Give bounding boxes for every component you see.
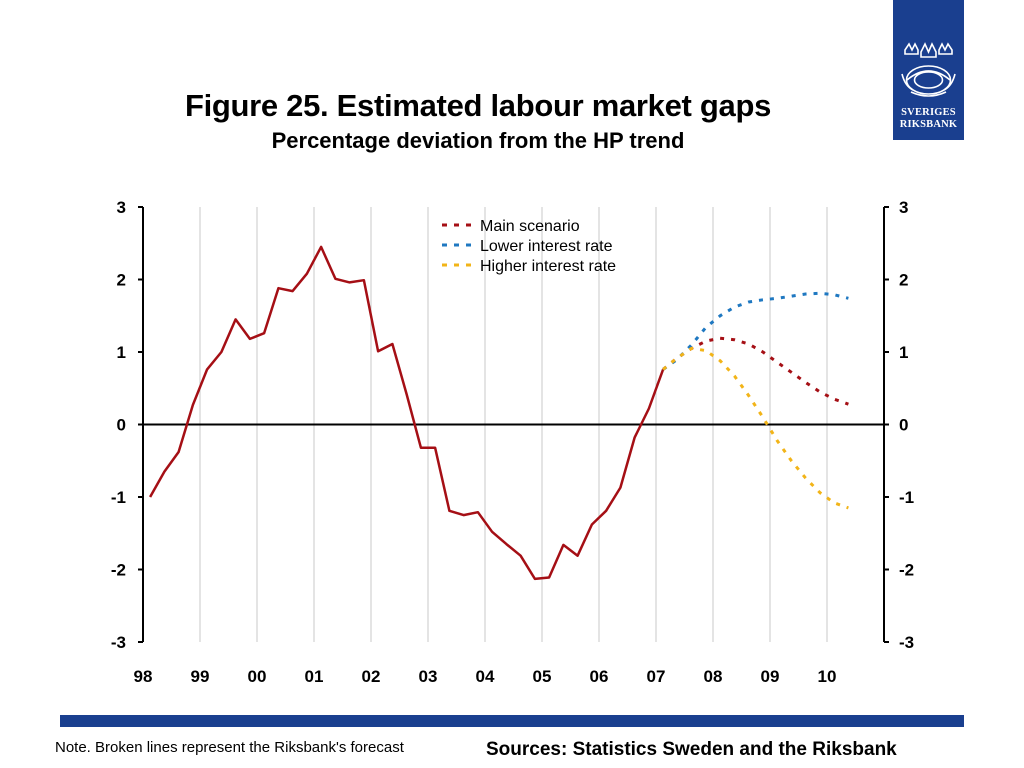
- footnote: Note. Broken lines represent the Riksban…: [55, 739, 404, 756]
- y-tick-label-right: 1: [899, 343, 908, 362]
- x-tick-label: 04: [476, 667, 495, 686]
- x-tick-label: 06: [590, 667, 609, 686]
- y-tick-label-right: 3: [899, 198, 908, 217]
- x-tick-label: 05: [533, 667, 552, 686]
- x-tick-label: 00: [248, 667, 267, 686]
- bottom-bar: [60, 715, 964, 727]
- crown-seal-icon: [901, 42, 956, 97]
- x-tick-label: 01: [305, 667, 324, 686]
- y-tick-label-left: 1: [117, 343, 126, 362]
- chart-title: Figure 25. Estimated labour market gaps: [184, 88, 772, 123]
- x-tick-label: 07: [647, 667, 666, 686]
- y-tick-label-left: 3: [117, 198, 126, 217]
- y-tick-label-left: -1: [111, 488, 126, 507]
- series-main-scenario: [662, 336, 849, 406]
- y-tick-label-right: 2: [899, 271, 908, 290]
- y-tick-label-right: -1: [899, 488, 914, 507]
- x-tick-label: 10: [818, 667, 837, 686]
- series-higher-interest-rate: [662, 346, 849, 510]
- x-tick-label: 08: [704, 667, 723, 686]
- chart: 3 32 21 10 0-1 -1-2 -2-3 -398 99 00 01 02 03 04 05 06 07…: [111, 198, 914, 686]
- logo-line-1: SVERIGES: [901, 107, 956, 118]
- legend-label: Lower interest rate: [480, 238, 613, 255]
- x-tick-label: 03: [419, 667, 438, 686]
- y-tick-label-right: -2: [899, 561, 914, 580]
- chart-subtitle: Percentage deviation from the HP trend: [271, 128, 685, 153]
- riksbank-logo: SVERIGES RIKSBANK: [893, 0, 964, 140]
- series-lower-interest-rate: [662, 291, 849, 371]
- logo-line-2: RIKSBANK: [899, 119, 958, 130]
- x-tick-label: 99: [191, 667, 210, 686]
- y-tick-label-right: 0: [899, 416, 908, 435]
- y-tick-label-left: 2: [117, 271, 126, 290]
- y-tick-label-left: -3: [111, 633, 126, 652]
- y-tick-label-left: 0: [117, 416, 126, 435]
- x-tick-label: 98: [134, 667, 153, 686]
- legend-label: Higher interest rate: [480, 258, 616, 275]
- x-tick-label: 02: [362, 667, 381, 686]
- sources: Sources: Statistics Sweden and the Riksb…: [486, 739, 897, 760]
- y-tick-label-right: -3: [899, 633, 914, 652]
- legend-label: Main scenario: [480, 218, 580, 235]
- series-history: [149, 245, 665, 581]
- y-tick-label-left: -2: [111, 561, 126, 580]
- x-tick-label: 09: [761, 667, 780, 686]
